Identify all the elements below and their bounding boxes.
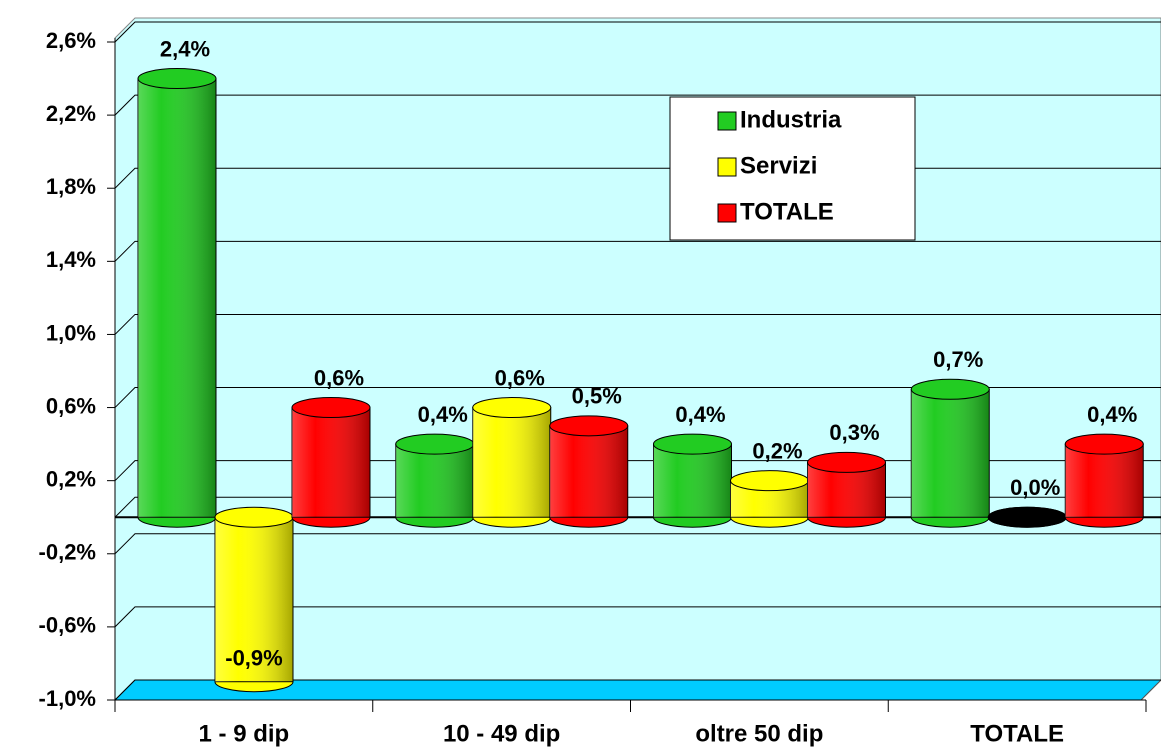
y-tick-label: 1,8% xyxy=(46,174,96,199)
grid-line xyxy=(114,313,1161,335)
bar-shade xyxy=(215,517,293,682)
x-tick-label: oltre 50 dip xyxy=(695,720,823,747)
value-label: 0,5% xyxy=(572,384,622,409)
bar-cap xyxy=(214,506,294,528)
bar-cap xyxy=(653,433,732,455)
grid-line xyxy=(114,240,1161,262)
value-label: 0,6% xyxy=(314,365,364,390)
value-label: 0,6% xyxy=(495,365,545,390)
y-tick-label: -0,6% xyxy=(39,613,96,638)
grid-line xyxy=(114,533,1161,555)
y-tick-label: 0,6% xyxy=(46,393,96,418)
y-tick-label: -1,0% xyxy=(39,686,96,711)
value-label: 0,7% xyxy=(933,347,983,372)
legend-swatch xyxy=(717,203,737,223)
y-tick-label: 1,0% xyxy=(46,320,96,345)
y-tick-label: 0,2% xyxy=(46,466,96,491)
bar-shade xyxy=(549,425,628,518)
bar-shade xyxy=(138,78,216,518)
grid-line xyxy=(114,387,1161,408)
legend-label: Industria xyxy=(740,106,842,133)
y-tick-label: 1,4% xyxy=(46,247,96,272)
bar-shade xyxy=(395,444,474,518)
bar-cap xyxy=(1064,433,1144,455)
value-label: -0,9% xyxy=(225,646,282,671)
y-tick-label: -0,2% xyxy=(39,540,96,565)
bar-cap xyxy=(291,397,371,419)
value-label: 0,0% xyxy=(1010,475,1060,500)
value-label: 0,4% xyxy=(418,402,468,427)
bar-shade xyxy=(292,407,370,518)
x-tick-label: 10 - 49 dip xyxy=(443,720,560,747)
bar-shade xyxy=(911,389,990,518)
value-label: 0,2% xyxy=(752,438,802,463)
bar-cap xyxy=(910,378,990,400)
legend-label: TOTALE xyxy=(740,198,834,225)
legend-swatch xyxy=(717,111,737,131)
y-tick-label: 2,6% xyxy=(46,28,96,53)
legend xyxy=(669,96,916,241)
grid-line xyxy=(114,21,1161,43)
bar-cap xyxy=(730,470,809,492)
y-tick-label: 2,2% xyxy=(46,101,96,126)
x-tick-label: TOTALE xyxy=(970,720,1064,747)
bar-shade xyxy=(1065,444,1144,518)
grid-line xyxy=(114,606,1161,628)
bar-cap xyxy=(137,68,217,90)
value-label: 0,4% xyxy=(1087,402,1137,427)
bar-cap xyxy=(987,506,1067,528)
bar-cap xyxy=(807,451,886,473)
grid-line xyxy=(114,94,1161,116)
value-label: 0,3% xyxy=(829,420,879,445)
bar-shade xyxy=(472,407,551,518)
bar-shade xyxy=(653,444,732,518)
value-label: 2,4% xyxy=(160,36,210,61)
grid-line xyxy=(114,679,1161,701)
legend-label: Servizi xyxy=(740,152,817,179)
x-tick-label: 1 - 9 dip xyxy=(199,720,290,747)
legend-swatch xyxy=(717,157,737,177)
bar-cap xyxy=(472,397,552,419)
bar-cap xyxy=(549,415,629,437)
bar-cap xyxy=(395,433,475,455)
value-label: 0,4% xyxy=(675,402,725,427)
